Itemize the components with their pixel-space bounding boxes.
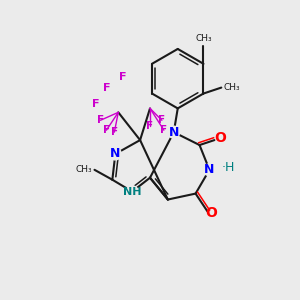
Circle shape xyxy=(110,148,121,160)
Text: F: F xyxy=(160,125,167,135)
Text: ·H: ·H xyxy=(221,161,235,174)
Text: F: F xyxy=(103,82,110,93)
Text: O: O xyxy=(206,206,218,220)
Text: CH₃: CH₃ xyxy=(76,165,92,174)
Text: F: F xyxy=(92,99,99,110)
Text: N: N xyxy=(110,148,121,160)
Circle shape xyxy=(203,164,215,176)
Text: CH₃: CH₃ xyxy=(195,34,212,43)
Text: F: F xyxy=(118,72,126,82)
Text: O: O xyxy=(214,131,226,145)
Text: F: F xyxy=(158,115,166,125)
Text: F: F xyxy=(103,125,110,135)
Text: F: F xyxy=(97,115,104,125)
Circle shape xyxy=(168,126,180,138)
Text: F: F xyxy=(146,121,154,131)
Circle shape xyxy=(126,186,138,198)
Text: N: N xyxy=(204,163,214,176)
Text: N: N xyxy=(169,126,179,139)
Text: NH: NH xyxy=(123,187,141,196)
Text: F: F xyxy=(111,127,118,137)
Text: CH₃: CH₃ xyxy=(223,83,240,92)
